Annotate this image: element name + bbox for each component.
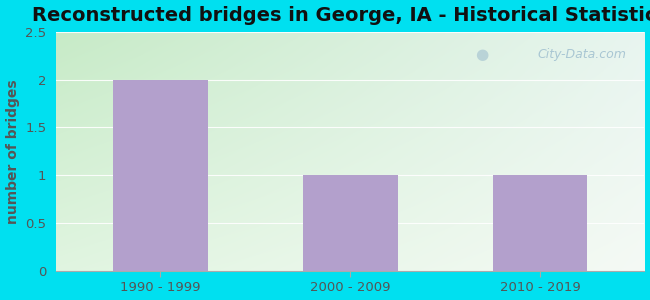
Y-axis label: number of bridges: number of bridges: [6, 79, 20, 224]
Bar: [303, 175, 398, 271]
Bar: [493, 175, 588, 271]
Bar: [113, 80, 208, 271]
Text: ●: ●: [475, 47, 489, 62]
Text: City-Data.com: City-Data.com: [538, 48, 627, 62]
Title: Reconstructed bridges in George, IA - Historical Statistics: Reconstructed bridges in George, IA - Hi…: [32, 6, 650, 25]
